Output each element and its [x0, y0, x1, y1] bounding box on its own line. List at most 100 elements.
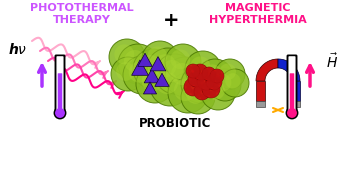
Circle shape [198, 76, 204, 82]
Circle shape [191, 88, 198, 96]
Circle shape [206, 81, 225, 100]
Circle shape [195, 86, 201, 92]
Circle shape [156, 72, 178, 94]
Circle shape [136, 65, 174, 103]
Circle shape [200, 84, 207, 91]
Circle shape [214, 74, 232, 91]
Circle shape [209, 69, 241, 101]
Circle shape [215, 77, 221, 83]
Polygon shape [143, 82, 157, 94]
Circle shape [153, 54, 176, 77]
Circle shape [54, 107, 66, 119]
Circle shape [208, 77, 215, 85]
Circle shape [210, 69, 224, 83]
Circle shape [211, 71, 216, 76]
Circle shape [209, 80, 216, 88]
Circle shape [129, 62, 149, 83]
Circle shape [189, 79, 195, 85]
Circle shape [189, 73, 195, 79]
FancyBboxPatch shape [55, 54, 65, 114]
Circle shape [185, 87, 192, 94]
Circle shape [203, 82, 210, 89]
FancyBboxPatch shape [56, 56, 64, 112]
Circle shape [184, 78, 202, 96]
Circle shape [170, 49, 190, 69]
Circle shape [198, 64, 205, 71]
Text: MAGNETIC
HYPERTHERMIA: MAGNETIC HYPERTHERMIA [209, 3, 307, 25]
Circle shape [185, 51, 221, 87]
FancyBboxPatch shape [290, 73, 294, 111]
Circle shape [109, 39, 145, 75]
Circle shape [168, 73, 208, 113]
Text: +: + [163, 11, 179, 30]
Polygon shape [256, 101, 265, 107]
Circle shape [139, 55, 161, 77]
Circle shape [225, 73, 241, 89]
Circle shape [142, 41, 178, 77]
Circle shape [221, 69, 249, 97]
Circle shape [165, 57, 205, 97]
Circle shape [203, 69, 208, 74]
Circle shape [197, 72, 215, 90]
Circle shape [186, 85, 205, 104]
Circle shape [207, 76, 213, 82]
Polygon shape [256, 81, 265, 101]
Polygon shape [150, 57, 166, 71]
Circle shape [198, 81, 205, 88]
Circle shape [213, 85, 220, 93]
Polygon shape [138, 53, 152, 66]
Circle shape [203, 74, 208, 79]
Circle shape [192, 64, 208, 80]
Circle shape [181, 65, 219, 103]
Circle shape [203, 89, 210, 96]
Circle shape [185, 80, 192, 88]
Circle shape [195, 83, 202, 91]
Circle shape [171, 63, 193, 85]
Text: PROBIOTIC: PROBIOTIC [139, 117, 211, 130]
Circle shape [204, 72, 211, 79]
Circle shape [188, 71, 204, 87]
Circle shape [118, 44, 158, 84]
Circle shape [202, 67, 216, 81]
Circle shape [191, 78, 198, 85]
Circle shape [287, 108, 297, 118]
Circle shape [286, 107, 299, 119]
Circle shape [206, 74, 222, 90]
Circle shape [202, 64, 222, 84]
Circle shape [200, 93, 207, 100]
Text: $\vec{H}$: $\vec{H}$ [326, 53, 338, 71]
Circle shape [194, 68, 200, 74]
Circle shape [193, 66, 199, 72]
FancyBboxPatch shape [287, 54, 298, 114]
Polygon shape [155, 73, 169, 86]
Circle shape [210, 71, 216, 77]
Circle shape [198, 74, 205, 81]
Circle shape [192, 72, 197, 78]
Circle shape [161, 60, 183, 82]
Text: PHOTOTHERMAL
THERAPY: PHOTOTHERMAL THERAPY [30, 3, 134, 25]
Polygon shape [144, 69, 160, 83]
Circle shape [193, 72, 199, 78]
Circle shape [116, 62, 135, 81]
Circle shape [219, 73, 224, 79]
Circle shape [111, 57, 145, 91]
Circle shape [201, 69, 208, 75]
Circle shape [124, 50, 146, 72]
Circle shape [147, 46, 167, 66]
Circle shape [204, 83, 211, 90]
Polygon shape [132, 60, 148, 75]
Circle shape [202, 80, 220, 98]
Circle shape [211, 76, 216, 81]
Circle shape [115, 44, 134, 64]
Circle shape [181, 80, 215, 114]
Circle shape [194, 80, 201, 87]
Circle shape [192, 64, 197, 70]
Circle shape [215, 69, 221, 75]
Circle shape [195, 92, 201, 98]
Circle shape [155, 54, 195, 94]
Polygon shape [256, 59, 278, 81]
Circle shape [187, 71, 193, 76]
Circle shape [165, 44, 201, 80]
Circle shape [215, 79, 222, 85]
Polygon shape [291, 81, 300, 101]
